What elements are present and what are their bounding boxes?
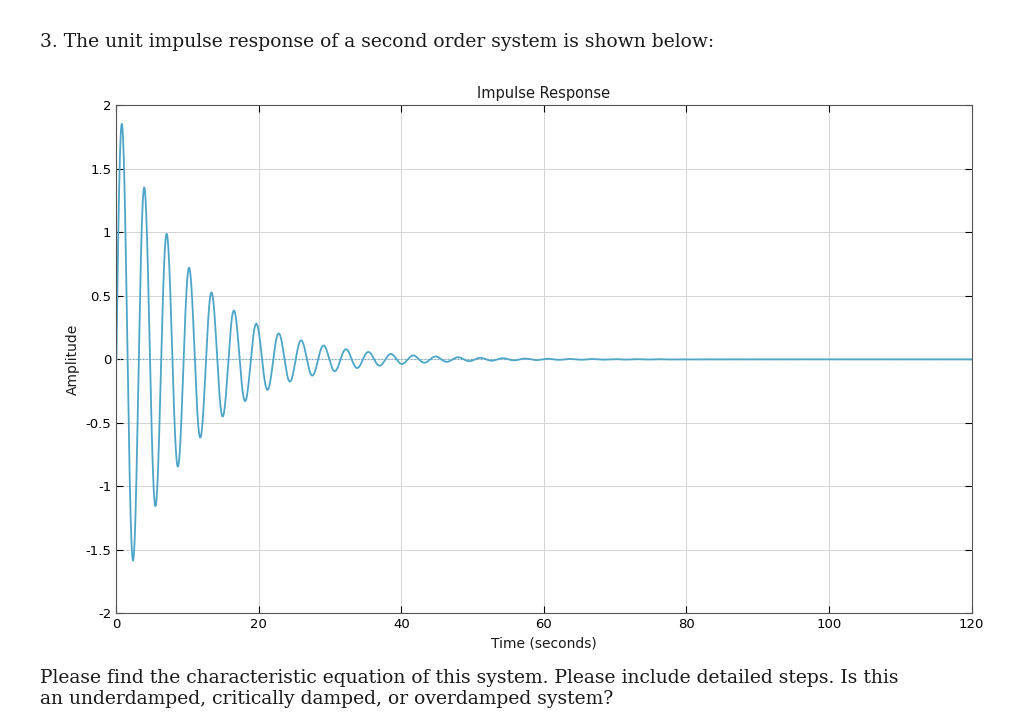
Text: Please find the characteristic equation of this system. Please include detailed : Please find the characteristic equation …: [40, 669, 898, 708]
X-axis label: Time (seconds): Time (seconds): [490, 637, 596, 651]
Title: Impulse Response: Impulse Response: [477, 86, 610, 102]
Y-axis label: Amplitude: Amplitude: [66, 324, 80, 395]
Text: 3. The unit impulse response of a second order system is shown below:: 3. The unit impulse response of a second…: [40, 33, 714, 51]
